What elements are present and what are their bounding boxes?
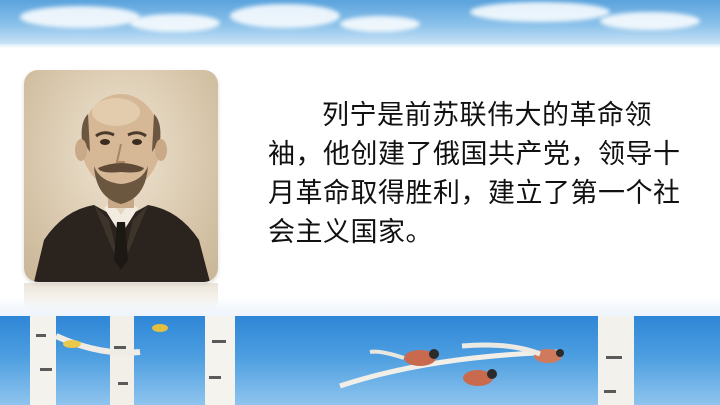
sky-banner-top [0, 0, 720, 46]
banner-divider [0, 44, 720, 48]
slide-body-text: 列宁是前苏联伟大的革命领袖，他创建了俄国共产党，领导十月革命取得胜利，建立了第一… [268, 100, 681, 248]
bird-icon [463, 369, 497, 386]
portrait-photo [24, 70, 218, 282]
bird-icon [369, 349, 439, 366]
birch-birds-illustration [30, 316, 634, 405]
bottom-fade [0, 296, 720, 318]
portrait-illustration [34, 94, 210, 282]
bottom-scene [0, 316, 720, 405]
bird-icon [461, 342, 564, 363]
